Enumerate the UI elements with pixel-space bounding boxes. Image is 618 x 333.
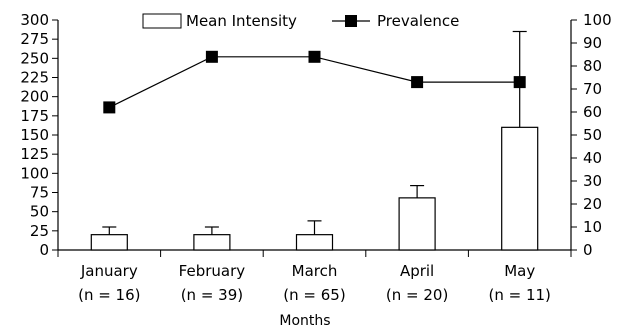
right-tick-label: 10 (583, 218, 602, 236)
category-sublabel: (n = 20) (386, 286, 448, 304)
left-tick-label: 50 (30, 203, 49, 221)
left-tick-label: 125 (20, 145, 49, 163)
category-label-may: May (504, 262, 535, 280)
bar-mean-intensity-may (501, 126, 539, 251)
prevalence-marker-april (411, 76, 424, 89)
right-axis: 0 10 20 30 40 50 60 70 80 90 100 (570, 11, 612, 259)
x-axis-label: Months (279, 313, 330, 329)
left-tick-label: 75 (30, 184, 49, 202)
line-series (103, 50, 526, 114)
category-sublabel: (n = 65) (283, 286, 345, 304)
left-tick-label: 200 (20, 88, 49, 106)
category-sublabel: (n = 11) (488, 286, 550, 304)
category-sublabel: (n = 39) (181, 286, 243, 304)
bar-mean-intensity-february (193, 234, 231, 251)
legend-swatch-prevalence-marker (345, 15, 357, 27)
x-axis (57, 249, 572, 257)
right-tick-label: 0 (583, 241, 593, 259)
legend: Mean Intensity Prevalence (142, 12, 459, 30)
prevalence-marker-march (308, 50, 321, 63)
left-tick-label: 25 (30, 222, 49, 240)
right-tick-label: 90 (583, 34, 602, 52)
legend-label-mean-intensity: Mean Intensity (186, 12, 297, 30)
right-tick-label: 100 (583, 11, 612, 29)
right-tick-label: 20 (583, 195, 602, 213)
category-label-january: January (80, 262, 138, 280)
left-tick-label: 250 (20, 49, 49, 67)
left-tick-label: 300 (20, 11, 49, 29)
bar-series (90, 126, 539, 251)
right-tick-label: 80 (583, 57, 602, 75)
left-tick-label: 225 (20, 69, 49, 87)
right-tick-label: 30 (583, 172, 602, 190)
left-tick-label: 150 (20, 126, 49, 144)
category-labels: January (n = 16) February (n = 39) March (n =… (78, 262, 551, 304)
prevalence-marker-may (513, 76, 526, 89)
category-sublabel: (n = 16) (78, 286, 140, 304)
prevalence-line (109, 56, 520, 108)
prevalence-marker-january (103, 101, 116, 114)
legend-swatch-mean-intensity (142, 13, 182, 29)
left-tick-label: 100 (20, 164, 49, 182)
left-tick-label: 0 (39, 241, 49, 259)
right-tick-label: 50 (583, 126, 602, 144)
right-tick-label: 70 (583, 80, 602, 98)
bar-mean-intensity-march (295, 234, 334, 251)
category-label-april: April (400, 262, 434, 280)
right-tick-label: 60 (583, 103, 602, 121)
right-tick-label: 40 (583, 149, 602, 167)
category-label-march: March (292, 262, 338, 280)
prevalence-marker-february (205, 50, 218, 63)
bar-mean-intensity-january (90, 234, 128, 251)
left-tick-label: 275 (20, 30, 49, 48)
category-label-february: February (179, 262, 246, 280)
legend-label-prevalence: Prevalence (377, 12, 459, 30)
left-tick-label: 175 (20, 107, 49, 125)
bar-mean-intensity-april (398, 197, 436, 251)
